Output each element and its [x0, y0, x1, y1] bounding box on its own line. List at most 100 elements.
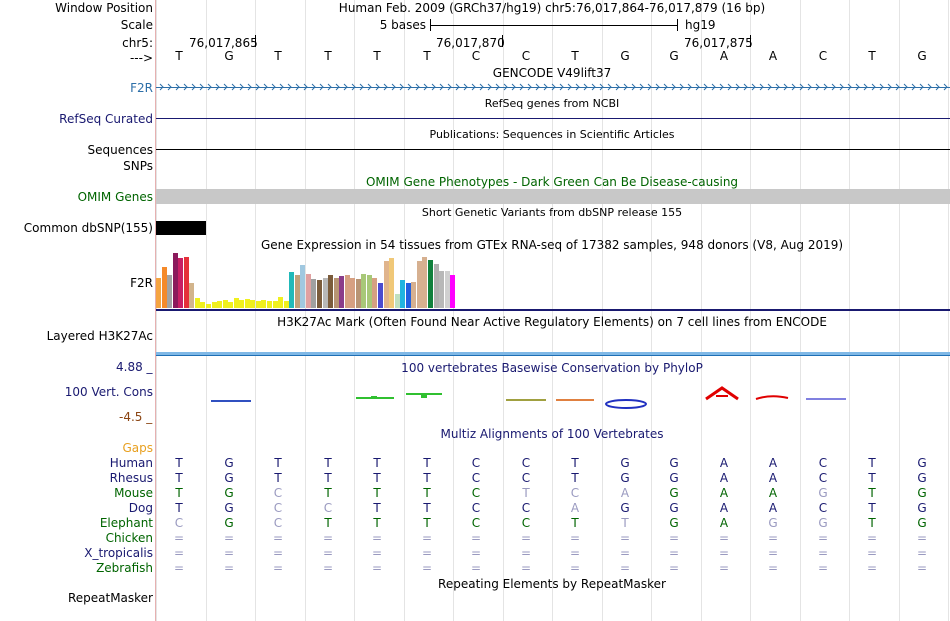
species-label[interactable]: Mouse	[114, 486, 153, 500]
h3k27ac-signal-dark[interactable]	[156, 355, 950, 356]
gtex-bar[interactable]	[250, 300, 255, 308]
gtex-bar[interactable]	[328, 275, 333, 308]
gtex-bar[interactable]	[162, 267, 167, 308]
gtex-bar[interactable]	[323, 278, 328, 308]
omim-label[interactable]: OMIM Genes	[77, 190, 153, 204]
species-label[interactable]: X_tropicalis	[84, 546, 153, 560]
gtex-bar[interactable]	[400, 280, 405, 308]
alignment-base: =	[371, 546, 383, 560]
phylop-label[interactable]: 100 Vert. Cons	[64, 385, 153, 399]
gtex-bar[interactable]	[184, 257, 189, 308]
multiz-track-title[interactable]: Multiz Alignments of 100 Vertebrates	[440, 427, 664, 441]
gtex-bar[interactable]	[434, 264, 439, 308]
gtex-bar[interactable]	[445, 271, 450, 308]
gtex-bar[interactable]	[339, 276, 344, 308]
snps-label[interactable]: SNPs	[123, 159, 153, 173]
gaps-label[interactable]: Gaps	[122, 441, 153, 455]
gtex-bar[interactable]	[384, 261, 389, 308]
refseq-track-title[interactable]: RefSeq genes from NCBI	[484, 97, 620, 110]
gtex-bar[interactable]	[156, 278, 161, 308]
gtex-bar[interactable]	[422, 257, 427, 308]
omim-track-title[interactable]: OMIM Gene Phenotypes - Dark Green Can Be…	[365, 175, 739, 189]
repeatmasker-label[interactable]: RepeatMasker	[67, 591, 153, 605]
gtex-bar[interactable]	[217, 301, 222, 308]
gtex-bar[interactable]	[306, 274, 311, 308]
h3k27ac-signal-light[interactable]	[156, 352, 950, 355]
gtex-bar[interactable]	[273, 301, 278, 308]
gtex-bar[interactable]	[311, 279, 316, 308]
gtex-bar[interactable]	[234, 298, 239, 308]
gtex-bar[interactable]	[356, 279, 361, 308]
h3k27ac-label[interactable]: Layered H3K27Ac	[46, 329, 153, 343]
gtex-bar[interactable]	[367, 275, 372, 308]
alignment-base: =	[569, 561, 581, 575]
omim-gene-bar[interactable]	[156, 189, 950, 204]
gtex-bar[interactable]	[389, 258, 394, 308]
gtex-gene-label[interactable]: F2R	[130, 276, 153, 290]
dbsnp-label[interactable]: Common dbSNP(155)	[23, 221, 153, 235]
strand-arrow	[647, 83, 652, 91]
sequences-line[interactable]	[156, 149, 950, 150]
publications-track-title[interactable]: Publications: Sequences in Scientific Ar…	[429, 128, 675, 141]
gtex-bar[interactable]	[300, 265, 305, 308]
gtex-bar[interactable]	[167, 275, 172, 308]
repeatmasker-track-title[interactable]: Repeating Elements by RepeatMasker	[438, 577, 666, 591]
gencode-track-title[interactable]: GENCODE V49lift37	[492, 66, 612, 80]
phylop-logo[interactable]	[156, 384, 950, 410]
phylop-mark-7	[556, 399, 594, 401]
gtex-bar[interactable]	[195, 298, 200, 308]
f2r-gene-label[interactable]: F2R	[130, 81, 153, 95]
gtex-bar[interactable]	[239, 300, 244, 308]
f2r-gene-line[interactable]	[156, 87, 950, 88]
refseq-gene-line[interactable]	[156, 118, 950, 119]
gtex-bar[interactable]	[178, 258, 183, 308]
gtex-bar[interactable]	[317, 280, 322, 308]
gtex-bar[interactable]	[345, 275, 350, 308]
ref-base: A	[768, 49, 778, 63]
gtex-bar[interactable]	[206, 304, 211, 308]
species-label[interactable]: Zebrafish	[96, 561, 153, 575]
gtex-bar[interactable]	[450, 275, 455, 308]
phylop-track-title[interactable]: 100 vertebrates Basewise Conservation by…	[401, 361, 703, 375]
gtex-bar[interactable]	[173, 253, 178, 308]
gtex-bar[interactable]	[245, 299, 250, 308]
gtex-bar[interactable]	[439, 271, 444, 308]
gtex-bar[interactable]	[395, 294, 400, 308]
h3k27ac-track-title[interactable]: H3K27Ac Mark (Often Found Near Active Re…	[277, 315, 827, 329]
species-label[interactable]: Chicken	[105, 531, 153, 545]
gtex-bar[interactable]	[256, 301, 261, 308]
gtex-track-title[interactable]: Gene Expression in 54 tissues from GTEx …	[260, 238, 844, 252]
dbsnp-track-title[interactable]: Short Genetic Variants from dbSNP releas…	[421, 206, 683, 219]
gtex-bar-chart[interactable]	[156, 253, 556, 308]
alignment-base: C	[570, 486, 580, 500]
gtex-bar[interactable]	[378, 283, 383, 308]
gtex-bar[interactable]	[212, 302, 217, 308]
dbsnp-variant-bar[interactable]	[156, 221, 206, 235]
gtex-bar[interactable]	[295, 275, 300, 308]
gtex-bar[interactable]	[334, 278, 339, 308]
gtex-bar[interactable]	[350, 278, 355, 308]
f2r-strand-arrows[interactable]	[156, 82, 950, 94]
species-label[interactable]: Rhesus	[109, 471, 153, 485]
gtex-bar[interactable]	[200, 302, 205, 308]
gtex-bar[interactable]	[223, 300, 228, 308]
gtex-bar[interactable]	[284, 301, 289, 308]
gtex-bar[interactable]	[228, 302, 233, 308]
gtex-bar[interactable]	[289, 272, 294, 308]
gtex-bar[interactable]	[428, 260, 433, 308]
gtex-bar[interactable]	[261, 300, 266, 308]
gtex-bar[interactable]	[189, 283, 194, 308]
gtex-bar[interactable]	[267, 301, 272, 308]
species-label[interactable]: Dog	[128, 501, 153, 515]
gtex-bar[interactable]	[406, 283, 411, 308]
species-label[interactable]: Elephant	[99, 516, 153, 530]
gtex-bar[interactable]	[278, 297, 283, 308]
refseq-label[interactable]: RefSeq Curated	[59, 112, 153, 126]
gtex-bar[interactable]	[411, 282, 416, 308]
gtex-bar[interactable]	[361, 274, 366, 308]
sequences-label[interactable]: Sequences	[87, 143, 153, 157]
strand-label: --->	[129, 51, 153, 65]
gtex-bar[interactable]	[417, 261, 422, 308]
gtex-bar[interactable]	[372, 278, 377, 308]
species-label[interactable]: Human	[109, 456, 153, 470]
